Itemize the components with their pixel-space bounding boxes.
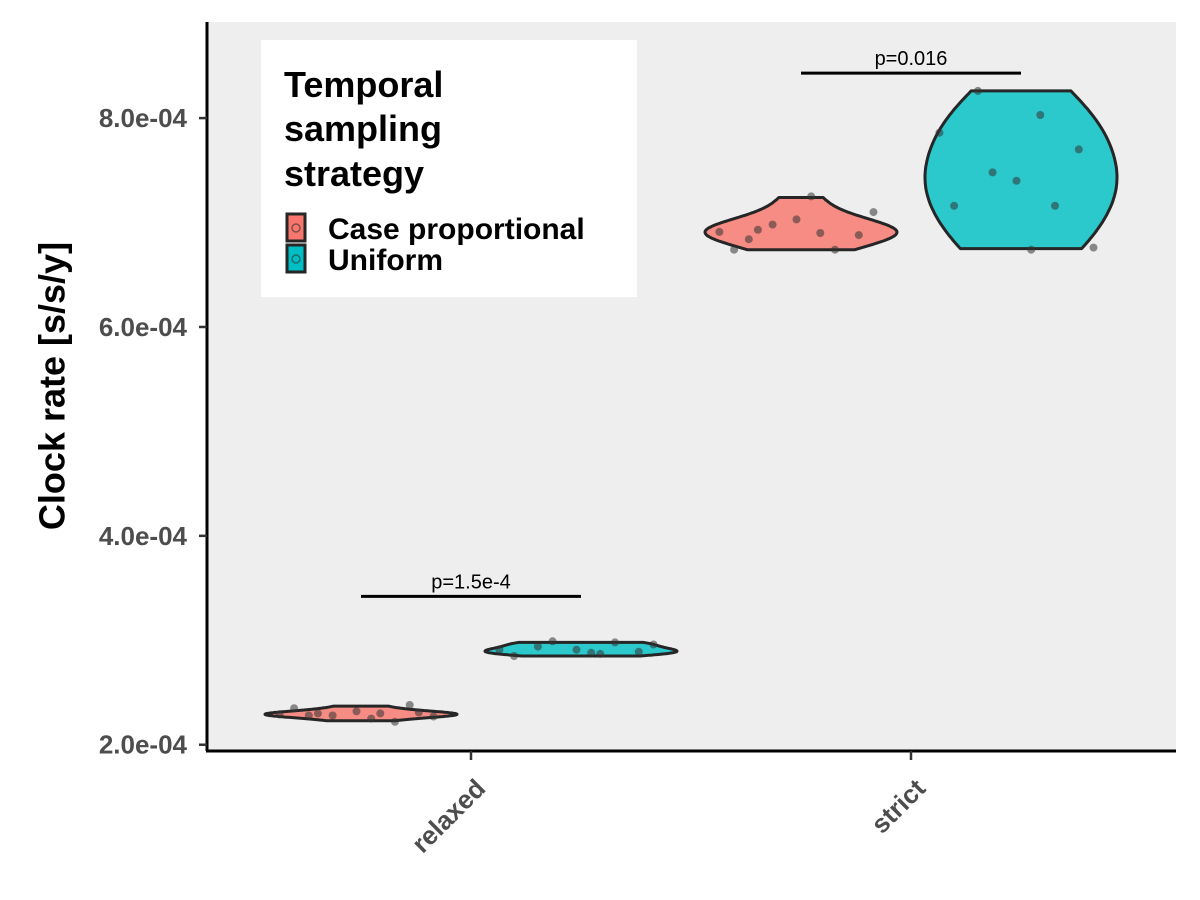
data-point-case-proportional-relaxed [290,704,299,713]
data-point-case-proportional-strict [715,227,724,236]
data-point-uniform-relaxed [548,637,557,646]
data-point-case-proportional-strict [831,245,839,254]
y-axis-ticks: 2.0e-04 4.0e-04 6.0e-04 8.0e-04 [99,103,207,760]
data-point-uniform-relaxed [510,652,519,660]
legend-box [261,40,637,297]
x-tick-label-relaxed: relaxed [406,773,492,859]
data-point-uniform-strict [988,168,997,177]
data-point-case-proportional-relaxed [376,709,385,718]
data-point-uniform-strict [1012,176,1021,185]
data-point-uniform-relaxed [649,640,658,649]
data-point-uniform-strict [935,128,944,137]
legend: Temporal sampling strategy Case proporti… [261,40,637,297]
data-point-uniform-strict [1074,145,1083,154]
p-value-label-relaxed: p=1.5e-4 [431,571,511,593]
y-tick-label: 6.0e-04 [99,312,188,342]
violins-layer [263,89,1119,723]
data-point-case-proportional-relaxed [414,708,423,717]
data-point-case-proportional-strict [744,235,753,244]
data-point-uniform-strict [1036,111,1045,119]
data-point-case-proportional-strict [768,220,777,229]
points-layer [275,86,1098,726]
data-point-case-proportional-relaxed [367,714,376,723]
annotations-layer: p=1.5e-4 p=0.016 [361,48,1021,598]
data-point-case-proportional-relaxed [391,717,399,726]
data-point-case-proportional-relaxed [429,712,438,721]
data-point-case-proportional-strict [807,192,816,201]
data-point-uniform-strict [1051,201,1059,210]
y-tick-label: 4.0e-04 [99,521,188,551]
violin-case-proportional-relaxed [263,704,459,723]
p-value-label-strict: p=0.016 [875,48,948,70]
data-point-case-proportional-strict [753,225,762,234]
violin-uniform-strict [923,89,1119,251]
legend-item-case-proportional: Case proportional [285,212,585,246]
data-point-uniform-strict [1089,243,1098,252]
legend-point-uniform [291,254,301,264]
legend-title: Temporal sampling strategy [284,64,453,194]
data-point-case-proportional-strict [792,215,801,224]
data-point-uniform-relaxed [572,645,581,654]
y-tick-label: 8.0e-04 [99,103,188,133]
legend-label-uniform: Uniform [328,244,443,277]
data-point-case-proportional-strict [854,231,863,240]
data-point-case-proportional-relaxed [328,711,337,720]
data-point-uniform-relaxed [495,645,504,654]
data-point-uniform-relaxed [634,647,643,656]
data-point-case-proportional-relaxed [304,711,313,720]
data-point-uniform-relaxed [533,642,542,651]
data-point-uniform-relaxed [587,648,596,657]
data-point-uniform-strict [973,86,982,95]
legend-point-case-proportional [291,223,301,233]
data-point-uniform-relaxed [611,638,619,647]
data-point-case-proportional-relaxed [405,701,414,709]
data-point-uniform-relaxed [596,649,605,658]
data-point-case-proportional-strict [816,229,825,237]
x-axis-ticks: relaxed strict [406,751,931,859]
data-point-case-proportional-strict [730,245,739,254]
data-point-case-proportional-strict [869,208,878,217]
violin-case-proportional-strict [703,196,899,252]
data-point-case-proportional-relaxed [352,707,361,716]
legend-title-line-2: sampling [284,108,442,149]
data-point-uniform-strict [1027,245,1036,254]
data-point-uniform-strict [950,201,959,210]
x-tick-label-strict: strict [865,773,931,839]
y-tick-label: 2.0e-04 [99,730,188,760]
legend-label-case-proportional: Case proportional [328,213,585,246]
legend-title-line-1: Temporal [284,64,443,105]
data-point-case-proportional-relaxed [275,710,284,719]
legend-title-line-3: strategy [284,153,424,194]
legend-item-uniform: Uniform [285,243,443,277]
y-axis-title: Clock rate [s/s/y] [32,242,73,530]
violin-uniform-relaxed [483,640,679,658]
data-point-case-proportional-relaxed [313,709,322,718]
